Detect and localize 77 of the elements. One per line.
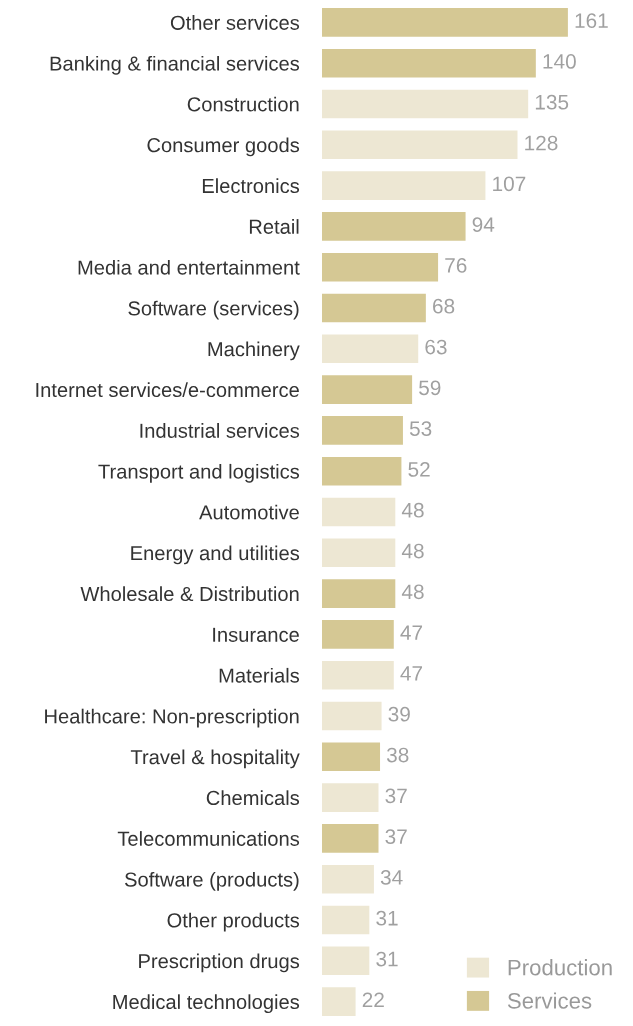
y-tick-label: Electronics <box>202 178 300 194</box>
y-tick-label: Software (services) <box>128 300 299 320</box>
bar <box>322 742 381 772</box>
y-tick-label: Chemicals <box>206 790 300 806</box>
bar <box>322 130 518 160</box>
data-label: 135 <box>535 94 569 110</box>
bar <box>322 212 466 241</box>
legend-label: Services <box>507 992 592 1009</box>
data-label: 68 <box>433 298 455 314</box>
y-tick-label: Medical technologies <box>113 994 300 1014</box>
bar <box>322 171 486 200</box>
y-tick-label: Construction <box>187 96 299 112</box>
bar <box>322 416 403 445</box>
y-tick-label: Other services <box>170 15 300 30</box>
bar <box>322 905 370 935</box>
data-label: 37 <box>385 788 407 804</box>
data-label: 39 <box>388 706 410 722</box>
data-label: 34 <box>380 870 403 885</box>
bar <box>322 334 419 364</box>
data-label: 48 <box>401 543 424 559</box>
data-label: 107 <box>493 176 526 192</box>
y-tick-label: Banking & financial services <box>50 55 300 75</box>
bar <box>322 252 439 282</box>
data-label: 48 <box>401 502 424 518</box>
bar <box>322 538 396 568</box>
y-tick-label: Machinery <box>208 341 300 361</box>
y-tick-label: Prescription drugs <box>139 953 300 973</box>
data-label: 94 <box>472 217 495 232</box>
y-tick-label: Software (products) <box>124 871 299 891</box>
data-label: 76 <box>445 258 467 273</box>
y-tick-label: Wholesale & Distribution <box>80 586 299 602</box>
data-label: 52 <box>408 462 430 477</box>
data-label: 47 <box>400 666 423 681</box>
y-tick-label: Energy and utilities <box>131 545 300 565</box>
y-tick-label: Internet services/e-commerce <box>36 382 299 398</box>
legend-label: Production <box>508 959 612 976</box>
y-tick-label: Transport and logistics <box>98 463 300 483</box>
data-label: 128 <box>525 135 558 151</box>
data-label: 47 <box>400 625 423 640</box>
bar <box>322 8 568 37</box>
y-tick-label: Healthcare: Non-prescription <box>45 708 299 728</box>
y-tick-label: Telecommunications <box>117 831 300 846</box>
bar <box>322 701 382 731</box>
data-label: 48 <box>401 584 424 600</box>
y-tick-label: Retail <box>249 219 299 234</box>
data-label: 38 <box>386 747 409 763</box>
y-tick-label: Industrial services <box>140 423 300 438</box>
bar <box>322 579 396 608</box>
bar <box>322 824 379 853</box>
bar <box>322 48 536 78</box>
bar <box>322 293 426 323</box>
bar <box>322 375 413 404</box>
bar <box>322 89 529 119</box>
y-tick-label: Other products <box>167 912 300 932</box>
bar <box>322 946 370 976</box>
data-label: 63 <box>425 339 447 355</box>
data-label: 59 <box>419 380 441 396</box>
data-label: 37 <box>385 829 407 844</box>
bar <box>322 864 374 894</box>
y-tick-label: Media and entertainment <box>78 259 300 275</box>
bar <box>322 660 394 690</box>
y-tick-label: Insurance <box>213 627 299 642</box>
bar <box>322 620 394 649</box>
bar <box>322 497 396 527</box>
data-label: 140 <box>543 54 576 69</box>
data-label: 31 <box>376 951 398 967</box>
data-label: 31 <box>376 910 398 926</box>
bar <box>322 783 379 812</box>
bar <box>322 987 356 1016</box>
y-tick-label: Travel & hospitality <box>130 749 300 769</box>
data-label: 22 <box>362 992 384 1007</box>
data-label: 53 <box>409 421 432 436</box>
data-label: 161 <box>575 13 608 28</box>
y-tick-label: Materials <box>219 667 300 683</box>
y-tick-label: Automotive <box>199 504 299 520</box>
bar <box>322 456 402 486</box>
y-tick-label: Consumer goods <box>147 137 300 157</box>
